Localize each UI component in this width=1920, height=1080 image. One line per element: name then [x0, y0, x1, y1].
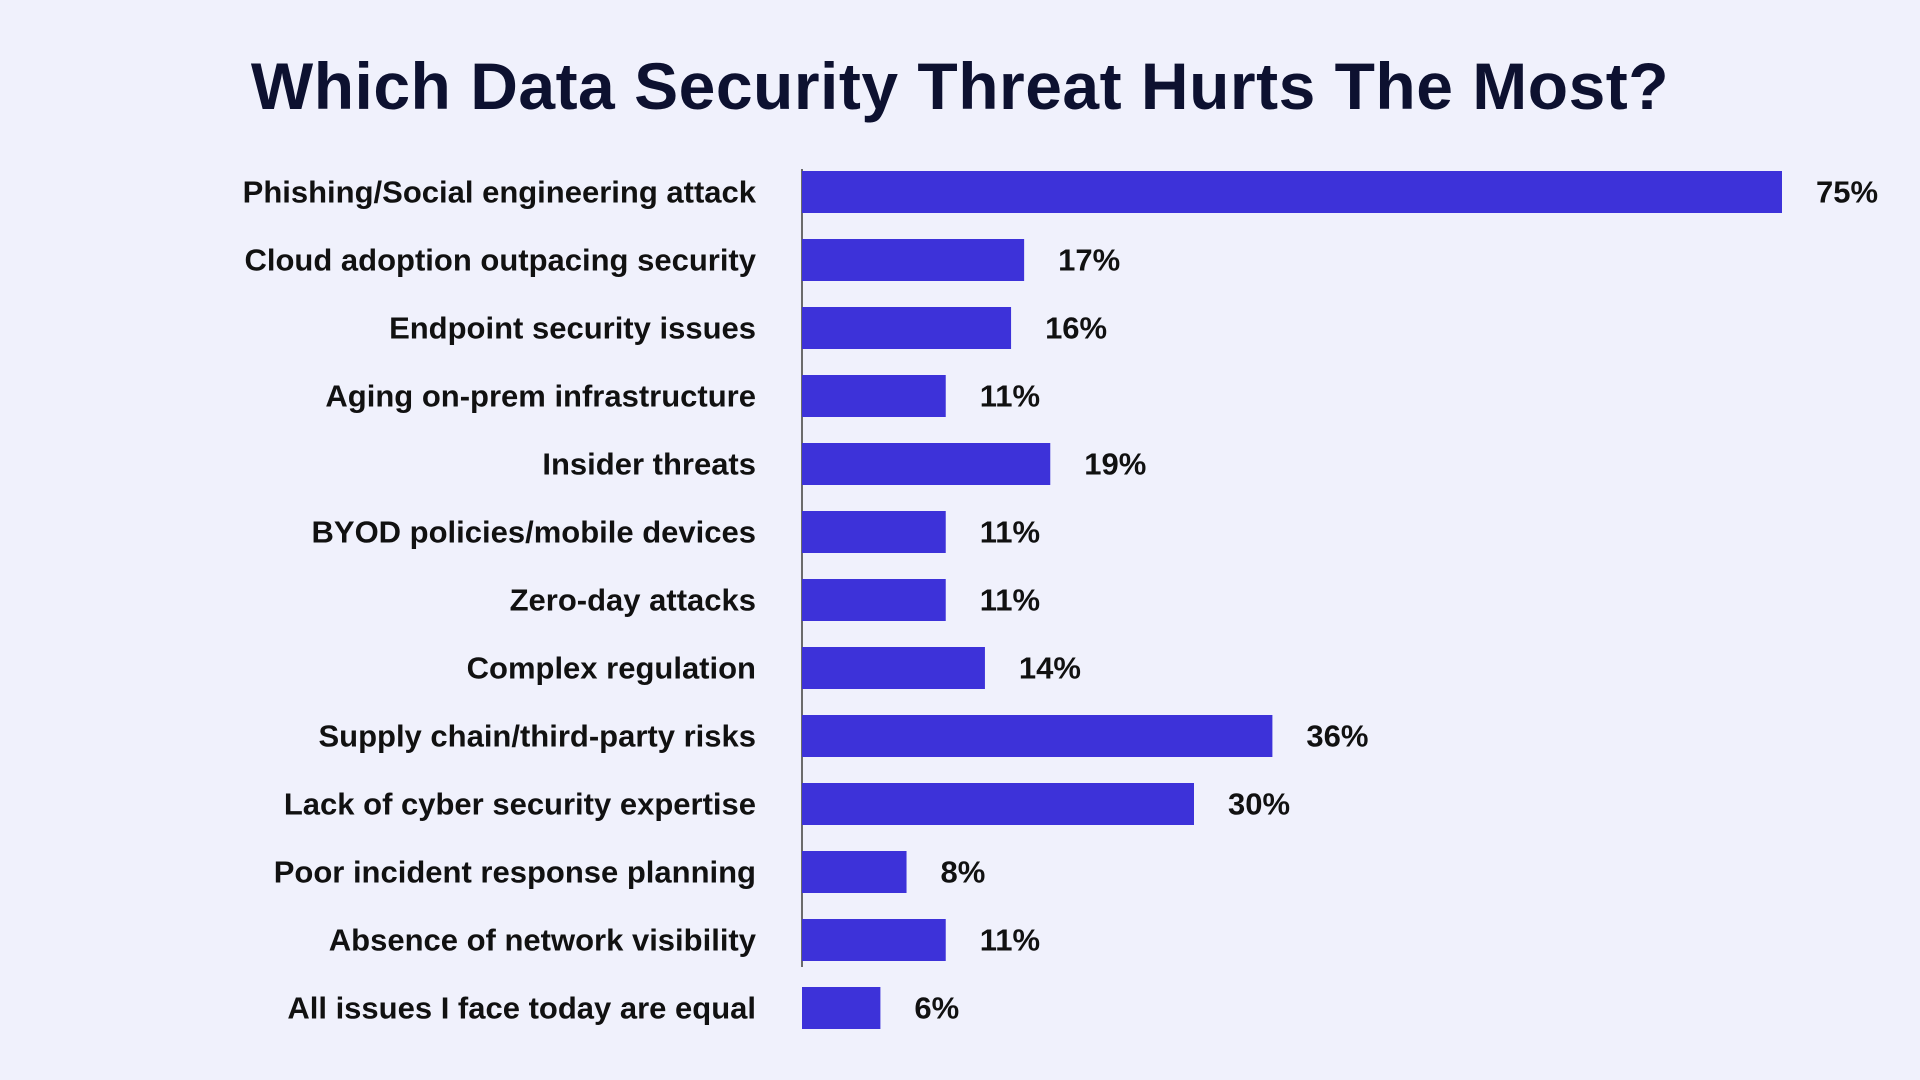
value-label: 19%: [1084, 447, 1146, 482]
category-label: Absence of network visibility: [329, 923, 757, 958]
category-label: Cloud adoption outpacing security: [245, 243, 757, 278]
category-label: Complex regulation: [467, 651, 756, 686]
value-label: 11%: [980, 515, 1040, 550]
category-label: All issues I face today are equal: [287, 991, 756, 1026]
bar: [802, 851, 907, 893]
bar: [802, 579, 946, 621]
bar: [802, 715, 1273, 757]
category-label: Phishing/Social engineering attack: [243, 175, 757, 210]
bar: [802, 783, 1194, 825]
category-label: Insider threats: [542, 447, 756, 482]
bar: [802, 511, 946, 553]
value-label: 8%: [941, 855, 986, 890]
category-label: Supply chain/third-party risks: [318, 719, 756, 754]
bar: [802, 239, 1025, 281]
category-label: Poor incident response planning: [274, 855, 756, 890]
bar: [802, 987, 881, 1029]
bar: [802, 375, 946, 417]
value-label: 11%: [980, 379, 1040, 414]
category-label: Lack of cyber security expertise: [284, 787, 756, 822]
value-label: 6%: [914, 991, 959, 1026]
category-label: Aging on-prem infrastructure: [325, 379, 756, 414]
value-label: 11%: [980, 583, 1040, 618]
bar: [802, 443, 1051, 485]
category-label: Zero-day attacks: [510, 583, 756, 618]
value-label: 36%: [1306, 719, 1368, 754]
value-label: 14%: [1019, 651, 1081, 686]
value-label: 17%: [1058, 243, 1120, 278]
value-label: 75%: [1816, 175, 1878, 210]
bar: [802, 919, 946, 961]
bar: [802, 647, 985, 689]
value-label: 30%: [1228, 787, 1290, 822]
value-label: 11%: [980, 923, 1040, 958]
chart-title: Which Data Security Threat Hurts The Mos…: [250, 49, 1670, 123]
value-label: 16%: [1045, 311, 1107, 346]
bar: [802, 171, 1782, 213]
category-label: BYOD policies/mobile devices: [312, 515, 757, 550]
category-label: Endpoint security issues: [389, 311, 756, 346]
bar: [802, 307, 1012, 349]
